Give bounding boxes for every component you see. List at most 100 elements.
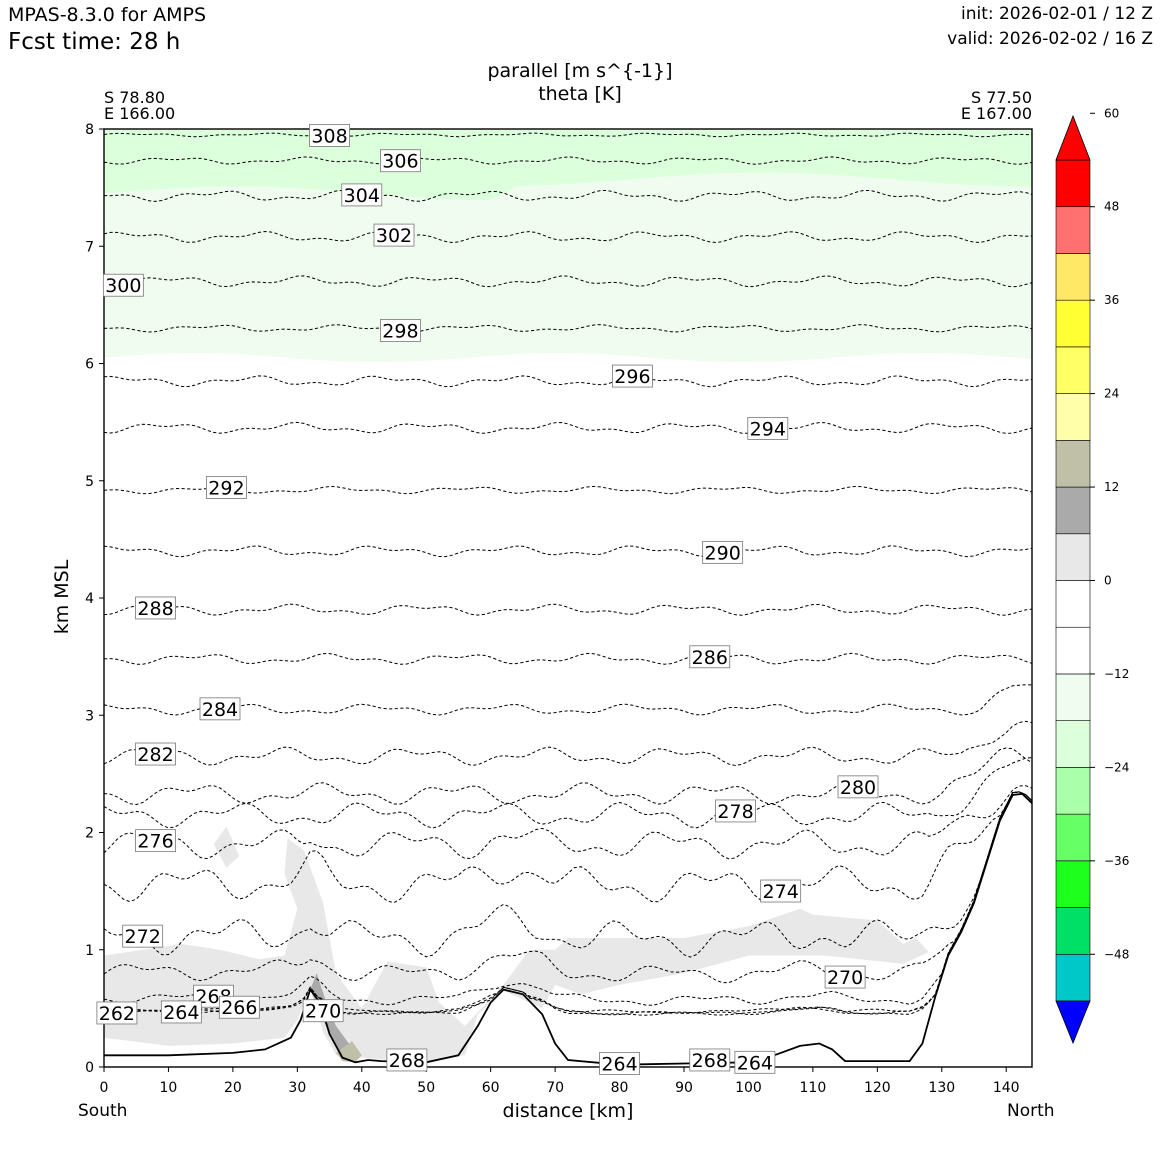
x-tick-label-70: 70: [546, 1080, 564, 1096]
contour-label-274: 274: [760, 879, 802, 903]
theta-contour-308: [103, 132, 1033, 138]
colorbar-segment--24: [1055, 720, 1091, 768]
colorbar-segment--18: [1055, 673, 1091, 721]
x-tick-label-0: 0: [100, 1080, 109, 1096]
contour-label-292: 292: [206, 476, 247, 499]
contour-label-272-box: [122, 924, 164, 948]
theta-contour-304: [103, 189, 1033, 202]
start-lon: E 166.00: [104, 104, 176, 123]
theta-contour-266: [103, 791, 1033, 1014]
x-tick-label-80: 80: [611, 1080, 629, 1096]
contour-label-264: 264: [160, 1000, 202, 1024]
colorbar-segment-42: [1055, 206, 1091, 254]
theta-contour-300: [103, 275, 1033, 288]
contour-label-304-box: [341, 183, 383, 207]
x-left-label: South: [78, 1101, 128, 1121]
contour-label-282-box: [135, 742, 176, 766]
shade-band-gray-1: [213, 826, 240, 868]
colorbar-tick-label--36: −36: [1104, 854, 1129, 868]
colorbar-segment-36: [1055, 253, 1091, 301]
contour-label-extra-1-text: 268: [389, 1050, 425, 1072]
contour-label-282-text: 282: [137, 744, 173, 766]
contour-label-276-text: 276: [137, 831, 173, 853]
contour-label-306: 306: [380, 149, 421, 173]
contour-label-266: 266: [218, 995, 260, 1019]
contour-label-extra-1-box: [386, 1048, 428, 1072]
y-tick-label-0: 0: [85, 1060, 94, 1076]
x-tick-label-140: 140: [993, 1080, 1020, 1096]
contour-label-272-text: 272: [125, 926, 161, 948]
y-axis-label: km MSL: [51, 559, 73, 634]
contour-label-286-box: [689, 645, 731, 669]
contour-label-280-box: [837, 775, 879, 799]
contour-label-extra-4: 264: [734, 1050, 776, 1074]
contour-label-296-text: 296: [614, 366, 650, 388]
contour-label-284-text: 284: [202, 699, 238, 721]
theta-contour-302: [103, 230, 1033, 244]
theta-contour-276: [103, 785, 1033, 860]
shade-band-dark-gray: [310, 973, 359, 1060]
contour-label-308: 308: [309, 124, 350, 147]
contour-label-288-box: [135, 596, 176, 620]
contour-label-extra-1: 268: [386, 1048, 428, 1072]
colorbar-segment-24: [1055, 346, 1091, 394]
colorbar-segment--30: [1055, 767, 1091, 815]
colorbar-segment-6: [1055, 486, 1091, 535]
contour-label-extra-0: 270: [302, 999, 344, 1023]
x-tick-label-40: 40: [353, 1080, 371, 1096]
contour-label-extra-2-box: [599, 1052, 640, 1075]
model-name: MPAS-8.3.0 for AMPS: [8, 4, 207, 26]
contour-label-278-box: [715, 799, 756, 823]
contour-label-288: 288: [135, 596, 176, 620]
colorbar-tick-label-24: 24: [1104, 387, 1119, 401]
colorbar-segment-12: [1055, 440, 1091, 488]
colorbar-tick-label-60: 60: [1104, 106, 1119, 120]
colorbar-segment-30: [1055, 299, 1091, 348]
theta-contour-296: [103, 375, 1033, 388]
colorbar-extend-max: [1055, 114, 1091, 161]
theta-contour-274: [103, 791, 1033, 904]
contour-label-292-box: [206, 476, 247, 499]
colorbar-segment--12: [1055, 626, 1091, 675]
contour-label-280: 280: [837, 775, 879, 799]
contour-label-290-text: 290: [705, 542, 741, 564]
contour-label-270: 270: [824, 965, 866, 989]
x-tick-label-110: 110: [800, 1080, 827, 1096]
contour-label-extra-3: 268: [689, 1048, 731, 1072]
contour-label-extra-3-text: 268: [692, 1050, 728, 1072]
theta-contour-264: [103, 791, 1033, 1016]
theta-contours: [103, 132, 1033, 1016]
contour-label-294-box: [747, 417, 789, 440]
wind-shading: [104, 129, 1032, 1063]
contour-label-278: 278: [715, 799, 756, 823]
terrain-profile: [104, 792, 1033, 1066]
contour-label-extra-2-text: 264: [601, 1053, 637, 1075]
colorbar-segment--6: [1055, 580, 1091, 628]
theta-contour-284: [103, 684, 1033, 716]
contour-label-264-box: [160, 1000, 202, 1024]
forecast-time: Fcst time: 28 h: [8, 29, 181, 55]
y-tick-label-8: 8: [85, 122, 94, 138]
contour-label-270-box: [824, 965, 866, 989]
theta-contour-298: [103, 324, 1033, 333]
colorbar-segment-18: [1055, 393, 1091, 441]
contour-label-294-text: 294: [750, 418, 786, 440]
contour-label-298-box: [380, 319, 421, 342]
x-tick-label-120: 120: [864, 1080, 891, 1096]
colorbar: 60 48 36 24 12 0 −12 −24 −36 −48: [1055, 106, 1129, 1045]
theta-contour-292: [103, 485, 1033, 495]
contour-label-262-box: [96, 1001, 138, 1025]
contour-label-284: 284: [199, 697, 241, 721]
x-tick-label-10: 10: [160, 1080, 178, 1096]
contour-label-290: 290: [702, 540, 744, 564]
contour-label-302: 302: [373, 223, 415, 247]
contour-label-288-text: 288: [137, 598, 173, 620]
colorbar-tick-label--48: −48: [1104, 947, 1129, 961]
valid-time: valid: 2026-02-02 / 16 Z: [947, 29, 1153, 49]
theta-contour-278: [103, 757, 1033, 829]
contour-label-284-box: [199, 697, 241, 721]
contour-label-304-text: 304: [344, 185, 380, 207]
shade-band-gray-0: [104, 838, 929, 1062]
contour-label-286-text: 286: [692, 647, 728, 669]
y-tick-label-7: 7: [85, 239, 94, 255]
